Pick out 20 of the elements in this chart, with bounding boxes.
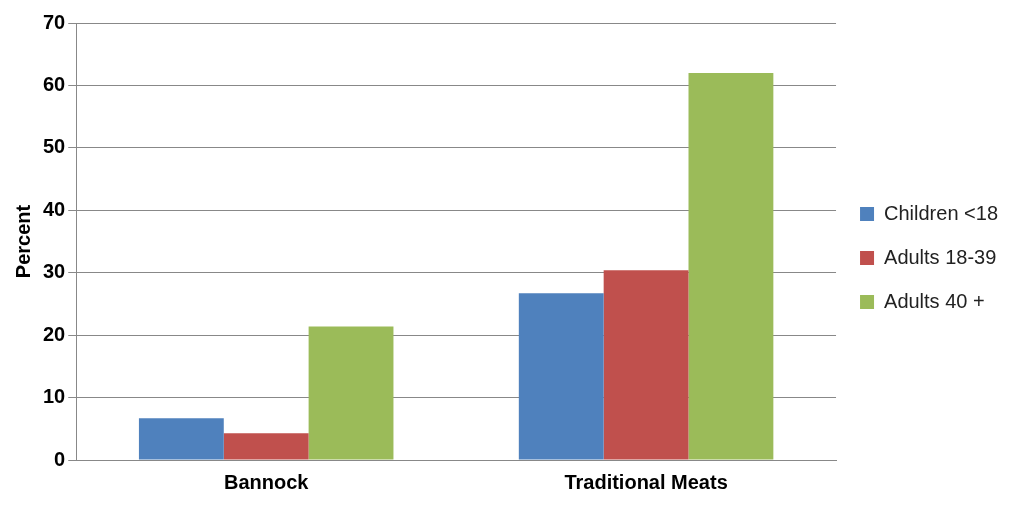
x-tick-label: Traditional Meats bbox=[564, 470, 728, 493]
legend-label: Adults 40 + bbox=[884, 289, 985, 312]
bar bbox=[223, 433, 309, 460]
bar bbox=[138, 418, 224, 460]
y-tick-label: 70 bbox=[43, 10, 66, 33]
y-tick-label: 10 bbox=[43, 385, 66, 408]
legend-label: Adults 18-39 bbox=[884, 245, 997, 268]
bar bbox=[518, 293, 604, 460]
y-tick-label: 30 bbox=[43, 260, 66, 283]
y-tick-label: 20 bbox=[43, 322, 66, 345]
bar bbox=[688, 72, 774, 460]
y-tick-label: 60 bbox=[43, 72, 66, 95]
bar bbox=[603, 270, 689, 460]
legend-label: Children <18 bbox=[884, 201, 998, 224]
y-tick-label: 50 bbox=[43, 135, 66, 158]
y-axis-title: Percent bbox=[11, 204, 34, 279]
y-tick-label: 40 bbox=[43, 197, 66, 220]
bar bbox=[308, 326, 394, 460]
x-tick-label: Bannock bbox=[223, 470, 310, 493]
y-tick-label: 0 bbox=[54, 447, 66, 470]
